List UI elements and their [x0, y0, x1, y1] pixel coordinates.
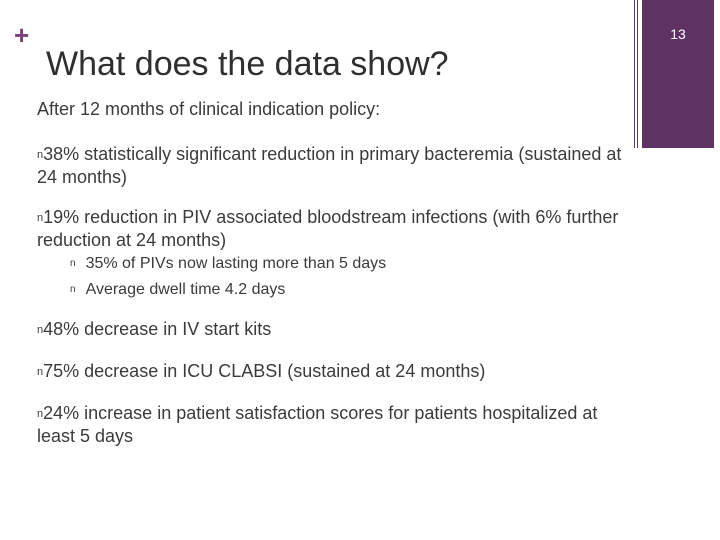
page-number: 13 — [670, 26, 686, 42]
square-bullet-icon: n — [70, 258, 76, 269]
list-item-text: 19% reduction in PIV associated bloodstr… — [37, 207, 619, 250]
list-item: n24% increase in patient satisfaction sc… — [37, 402, 627, 447]
sub-list-item-text: Average dwell time 4.2 days — [85, 281, 286, 298]
slide-title: What does the data show? — [46, 45, 449, 83]
list-item-text: 75% decrease in ICU CLABSI (sustained at… — [43, 361, 486, 381]
sub-list-item-text: 35% of PIVs now lasting more than 5 days — [85, 255, 387, 272]
divider-line — [637, 0, 638, 148]
square-bullet-icon: n — [70, 284, 76, 295]
square-bullet-icon: n — [37, 212, 44, 224]
list-item-text: 24% increase in patient satisfaction sco… — [37, 403, 598, 446]
intro-text: After 12 months of clinical indication p… — [37, 99, 381, 119]
square-bullet-icon: n — [37, 324, 44, 336]
sub-list-item: n 35% of PIVs now lasting more than 5 day… — [70, 254, 386, 274]
list-item: n75% decrease in ICU CLABSI (sustained a… — [37, 360, 627, 383]
list-item-text: 48% decrease in IV start kits — [43, 319, 272, 339]
divider-line — [634, 0, 635, 148]
square-bullet-icon: n — [37, 149, 44, 161]
square-bullet-icon: n — [37, 408, 44, 420]
list-item: n48% decrease in IV start kits — [37, 318, 627, 341]
plus-icon: + — [14, 20, 30, 50]
list-item: n19% reduction in PIV associated bloodst… — [37, 206, 627, 251]
list-item-text: 38% statistically significant reduction … — [37, 144, 622, 187]
sub-list-item: n Average dwell time 4.2 days — [70, 280, 285, 300]
list-item: n38% statistically significant reduction… — [37, 143, 627, 188]
page-number-box — [642, 0, 714, 148]
square-bullet-icon: n — [37, 366, 44, 378]
